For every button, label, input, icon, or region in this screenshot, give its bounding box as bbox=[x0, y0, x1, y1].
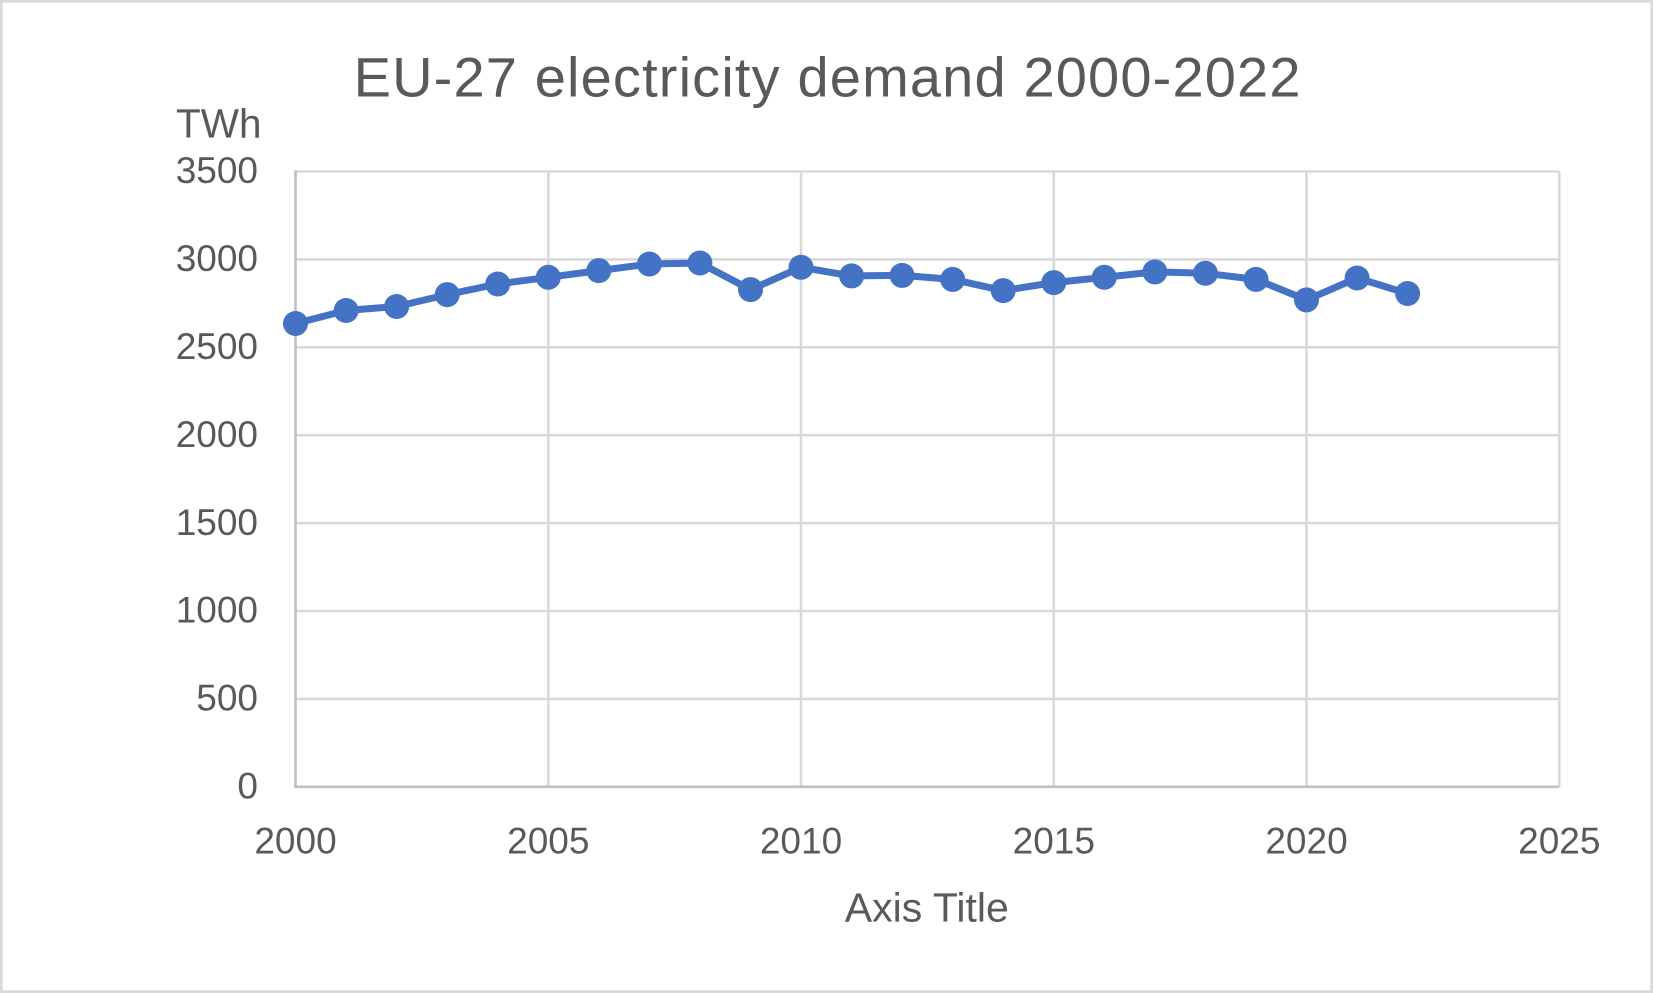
svg-text:2500: 2500 bbox=[176, 326, 258, 367]
svg-text:3500: 3500 bbox=[176, 150, 258, 191]
svg-text:2000: 2000 bbox=[176, 414, 258, 455]
svg-text:1000: 1000 bbox=[176, 590, 258, 631]
svg-text:TWh: TWh bbox=[176, 101, 262, 147]
svg-text:2005: 2005 bbox=[507, 820, 589, 861]
svg-text:500: 500 bbox=[196, 678, 258, 719]
svg-text:3000: 3000 bbox=[176, 238, 258, 279]
svg-text:2000: 2000 bbox=[254, 820, 336, 861]
svg-text:EU-27 electricity demand 2000-: EU-27 electricity demand 2000-2022 bbox=[354, 46, 1302, 109]
svg-text:1500: 1500 bbox=[176, 502, 258, 543]
svg-text:2020: 2020 bbox=[1265, 820, 1347, 861]
svg-text:2010: 2010 bbox=[760, 820, 842, 861]
svg-text:2025: 2025 bbox=[1518, 820, 1600, 861]
svg-text:Axis Title: Axis Title bbox=[845, 885, 1009, 931]
svg-text:2015: 2015 bbox=[1013, 820, 1095, 861]
svg-text:0: 0 bbox=[237, 766, 258, 807]
